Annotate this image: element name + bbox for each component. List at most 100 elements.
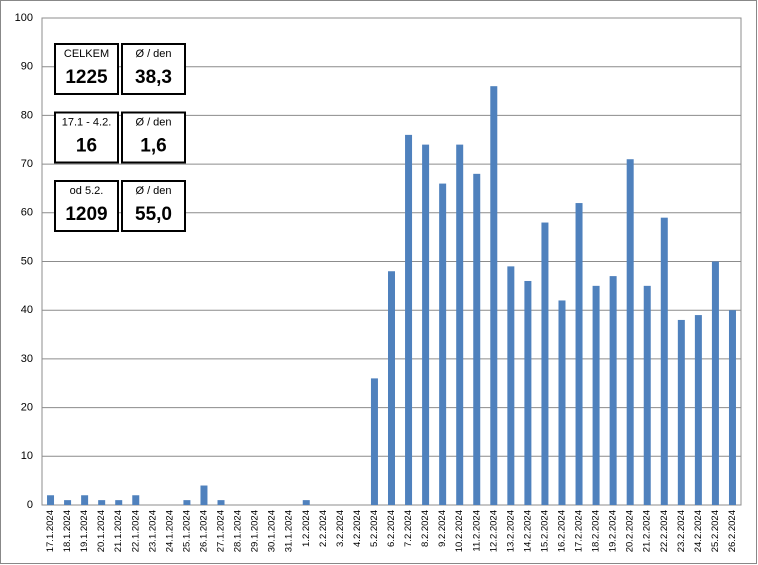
y-tick-label: 80	[21, 109, 33, 121]
x-tick-label: 29.1.2024	[250, 510, 261, 552]
y-tick-label: 60	[21, 207, 33, 219]
x-tick-label: 5.2.2024	[369, 510, 380, 547]
summary-label: Ø / den	[135, 116, 171, 128]
bar	[81, 495, 89, 505]
summary-box	[121, 180, 186, 232]
bar	[490, 86, 498, 506]
x-tick-label: 30.1.2024	[267, 510, 278, 552]
y-tick-label: 90	[21, 61, 33, 73]
x-tick-label: 6.2.2024	[386, 510, 397, 547]
x-tick-label: 26.1.2024	[198, 510, 209, 552]
x-tick-label: 15.2.2024	[539, 510, 550, 552]
x-tick-label: 20.1.2024	[96, 510, 107, 552]
x-tick-label: 21.1.2024	[113, 510, 124, 552]
bar	[541, 222, 549, 506]
bar	[132, 495, 140, 505]
y-tick-label: 30	[21, 353, 33, 365]
summary-value: 1225	[65, 67, 108, 88]
bar	[47, 495, 55, 505]
bar	[524, 280, 532, 505]
x-tick-label: 24.1.2024	[164, 510, 175, 552]
x-tick-label: 9.2.2024	[437, 510, 448, 547]
bar	[575, 203, 583, 505]
bar	[115, 500, 123, 505]
summary-label: Ø / den	[135, 185, 171, 197]
summary-box	[121, 111, 186, 164]
summary-value: 55,0	[135, 204, 172, 225]
x-tick-label: 7.2.2024	[403, 510, 414, 547]
x-tick-label: 23.1.2024	[147, 510, 158, 552]
x-tick-label: 22.1.2024	[130, 510, 141, 552]
summary-label: CELKEM	[64, 48, 109, 60]
bar	[183, 500, 191, 505]
x-tick-label: 17.2.2024	[574, 510, 585, 552]
x-tick-label: 1.2.2024	[301, 510, 312, 547]
bar	[728, 310, 736, 505]
x-tick-label: 24.2.2024	[693, 510, 704, 552]
bar	[302, 500, 310, 505]
summary-box	[54, 111, 119, 164]
bar	[711, 261, 719, 505]
x-tick-label: 22.2.2024	[659, 510, 670, 552]
summary-value: 38,3	[135, 67, 172, 88]
x-tick-label: 19.2.2024	[608, 510, 619, 552]
summary-label: Ø / den	[135, 48, 171, 60]
summary-box	[121, 43, 186, 95]
x-tick-label: 8.2.2024	[420, 510, 431, 547]
bar	[660, 217, 668, 506]
x-tick-label: 25.1.2024	[181, 510, 192, 552]
bar	[388, 271, 395, 505]
x-tick-label: 18.1.2024	[62, 510, 73, 552]
x-tick-label: 10.2.2024	[454, 510, 465, 552]
y-tick-label: 20	[21, 402, 33, 414]
x-tick-label: 18.2.2024	[591, 510, 602, 552]
y-tick-label: 10	[21, 450, 33, 462]
summary-box	[54, 43, 119, 95]
y-tick-label: 70	[21, 158, 33, 170]
x-tick-label: 28.1.2024	[233, 510, 244, 552]
bar	[473, 173, 481, 505]
summary-value: 1,6	[140, 136, 166, 157]
bar	[200, 485, 208, 505]
x-tick-label: 4.2.2024	[352, 510, 363, 547]
bar	[558, 300, 566, 505]
bar	[422, 144, 430, 505]
bar	[592, 285, 600, 505]
summary-label: 17.1 - 4.2.	[62, 116, 112, 128]
bar	[98, 500, 106, 505]
bar	[370, 378, 378, 505]
y-tick-label: 40	[21, 304, 33, 316]
bar	[456, 144, 464, 505]
bar	[677, 319, 685, 505]
x-tick-label: 2.2.2024	[318, 510, 329, 547]
x-tick-label: 23.2.2024	[676, 510, 687, 552]
x-tick-label: 20.2.2024	[625, 510, 636, 552]
x-tick-label: 16.2.2024	[557, 510, 568, 552]
x-tick-label: 14.2.2024	[522, 510, 533, 552]
summary-value: 16	[76, 136, 97, 157]
bar	[694, 315, 702, 505]
bar	[405, 134, 413, 505]
x-tick-label: 12.2.2024	[488, 510, 499, 552]
y-tick-label: 100	[15, 12, 33, 24]
bar	[217, 500, 225, 505]
x-tick-label: 21.2.2024	[642, 510, 653, 552]
summary-box	[54, 180, 119, 232]
summary-label: od 5.2.	[70, 185, 104, 197]
x-tick-label: 3.2.2024	[335, 510, 346, 547]
y-tick-label: 50	[21, 255, 33, 267]
x-tick-label: 27.1.2024	[216, 510, 227, 552]
x-tick-label: 26.2.2024	[727, 510, 738, 552]
bar	[626, 159, 634, 506]
x-tick-label: 25.2.2024	[710, 510, 721, 552]
y-tick-label: 0	[27, 499, 33, 511]
x-tick-label: 19.1.2024	[79, 510, 90, 552]
bar	[507, 266, 515, 505]
x-tick-label: 17.1.2024	[45, 510, 56, 552]
bar	[64, 500, 72, 505]
bar	[439, 183, 447, 505]
x-tick-label: 13.2.2024	[505, 510, 516, 552]
bar	[609, 276, 617, 505]
bar	[643, 285, 651, 505]
